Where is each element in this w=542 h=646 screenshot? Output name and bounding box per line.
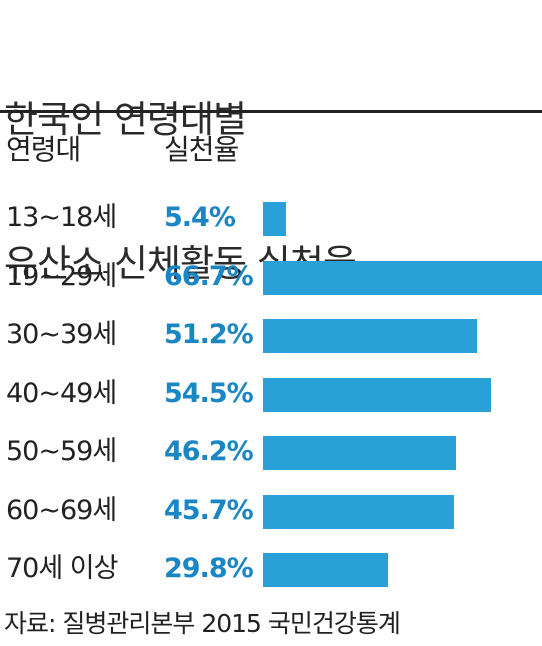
bar xyxy=(263,202,286,236)
bar xyxy=(263,436,457,470)
chart-row: 13~18세 5.4% xyxy=(0,193,542,243)
chart-row: 50~59세 46.2% xyxy=(0,427,542,477)
column-header-rate: 실천율 xyxy=(164,133,239,166)
source-note: 자료: 질병관리본부 2015 국민건강통계 xyxy=(4,609,401,638)
chart-row: 19~29세 66.7% xyxy=(0,252,542,302)
value-label: 54.5% xyxy=(164,377,254,409)
chart-row: 30~39세 51.2% xyxy=(0,310,542,360)
chart-row: 70세 이상 29.8% xyxy=(0,544,542,594)
bar xyxy=(263,377,491,412)
category-label: 19~29세 xyxy=(6,260,117,292)
category-label: 13~18세 xyxy=(6,202,117,233)
value-label: 5.4% xyxy=(164,202,236,233)
title-divider xyxy=(0,110,542,113)
category-label: 30~39세 xyxy=(6,319,117,350)
category-label: 40~49세 xyxy=(6,377,117,409)
bar-chart: 13~18세 5.4% 19~29세 66.7% 30~39세 51.2% 40~49세 54… xyxy=(0,193,542,594)
chart-title-line-1: 한국인 연령대별 xyxy=(4,98,247,141)
category-label: 70세 이상 xyxy=(6,553,118,584)
value-label: 66.7% xyxy=(164,260,254,292)
bar xyxy=(263,319,478,353)
chart-row: 60~69세 45.7% xyxy=(0,486,542,536)
bar xyxy=(263,260,542,295)
chart-row: 40~49세 54.5% xyxy=(0,369,542,419)
category-label: 50~59세 xyxy=(6,436,117,467)
column-header-age: 연령대 xyxy=(6,133,81,166)
value-label: 46.2% xyxy=(164,436,254,467)
category-label: 60~69세 xyxy=(6,494,117,526)
value-label: 51.2% xyxy=(164,319,254,350)
value-label: 29.8% xyxy=(164,553,254,584)
bar xyxy=(263,553,388,587)
bar xyxy=(263,494,455,529)
value-label: 45.7% xyxy=(164,494,254,526)
